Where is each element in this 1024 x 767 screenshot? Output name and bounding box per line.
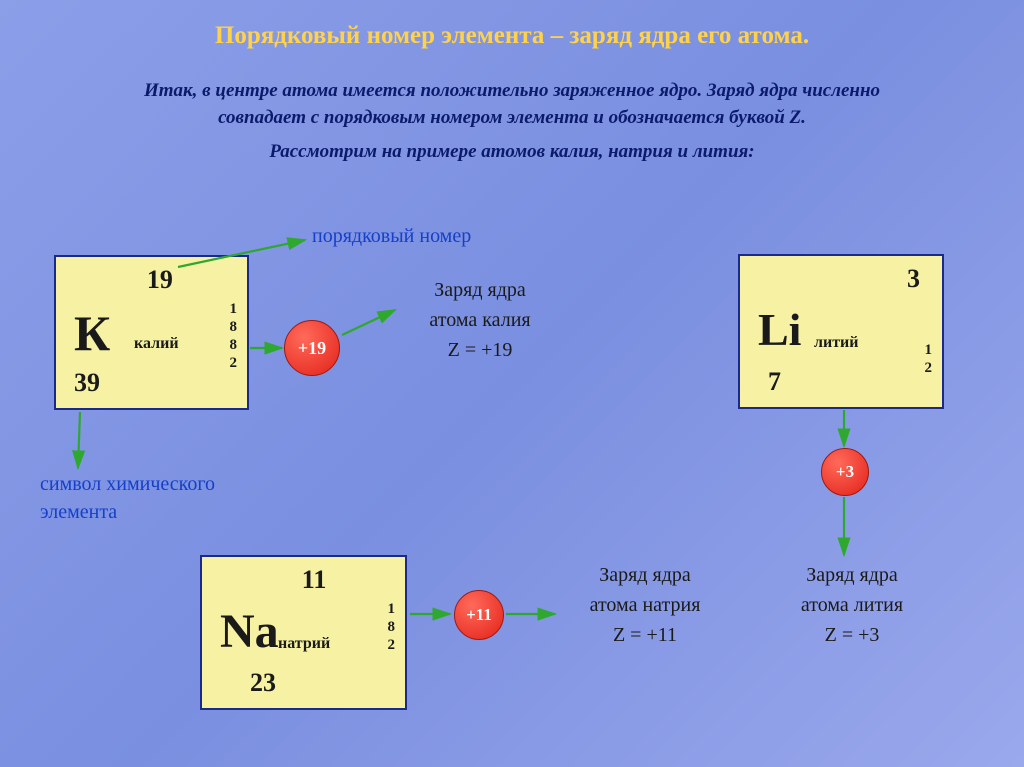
desc-l2: атома калия: [429, 309, 530, 331]
desc-l1: Заряд ядра: [806, 564, 898, 586]
desc-sodium: Заряд ядра атома натрия Z = +11: [560, 560, 730, 650]
desc-potassium: Заряд ядра атома калия Z = +19: [390, 275, 570, 365]
desc-l3: Z = +11: [613, 624, 677, 646]
atomic-number: 11: [302, 565, 327, 595]
mass-number: 7: [768, 367, 781, 397]
label-symbol-l1: символ химического: [40, 473, 215, 495]
intro-line2: совпадает с порядковым номером элемента …: [218, 107, 806, 128]
element-symbol: Li: [758, 303, 801, 356]
electron-shells: 1882: [230, 300, 238, 372]
label-symbol: символ химического элемента: [40, 470, 215, 526]
desc-l2: атома лития: [801, 594, 903, 616]
atomic-number: 3: [907, 264, 920, 294]
element-card-sodium: Na 11 23 натрий 182: [200, 555, 407, 710]
element-name: литий: [814, 334, 859, 352]
element-card-lithium: Li 3 7 литий 12: [738, 254, 944, 409]
desc-l3: Z = +19: [448, 339, 513, 361]
element-card-potassium: К 19 39 калий 1882: [54, 255, 249, 410]
intro-text: Итак, в центре атома имеется положительн…: [0, 78, 1024, 131]
page-title: Порядковый номер элемента – заряд ядра е…: [0, 0, 1024, 50]
element-name: калий: [134, 335, 179, 353]
element-symbol: Na: [220, 604, 279, 659]
subtitle: Рассмотрим на примере атомов калия, натр…: [0, 141, 1024, 163]
desc-l3: Z = +3: [825, 624, 880, 646]
element-symbol: К: [74, 304, 110, 362]
electron-shells: 12: [925, 341, 933, 377]
charge-circle-potassium: +19: [284, 320, 340, 376]
mass-number: 39: [74, 368, 100, 398]
charge-circle-sodium: +11: [454, 590, 504, 640]
element-name: натрий: [278, 635, 330, 653]
intro-line1: Итак, в центре атома имеется положительн…: [144, 80, 880, 101]
desc-l2: атома натрия: [590, 594, 701, 616]
charge-circle-lithium: +3: [821, 448, 869, 496]
desc-lithium: Заряд ядра атома лития Z = +3: [772, 560, 932, 650]
label-atomic-number: порядковый номер: [312, 225, 471, 248]
mass-number: 23: [250, 668, 276, 698]
atomic-number: 19: [147, 265, 173, 295]
electron-shells: 182: [388, 600, 396, 654]
desc-l1: Заряд ядра: [599, 564, 691, 586]
desc-l1: Заряд ядра: [434, 279, 526, 301]
label-symbol-l2: элемента: [40, 501, 117, 523]
